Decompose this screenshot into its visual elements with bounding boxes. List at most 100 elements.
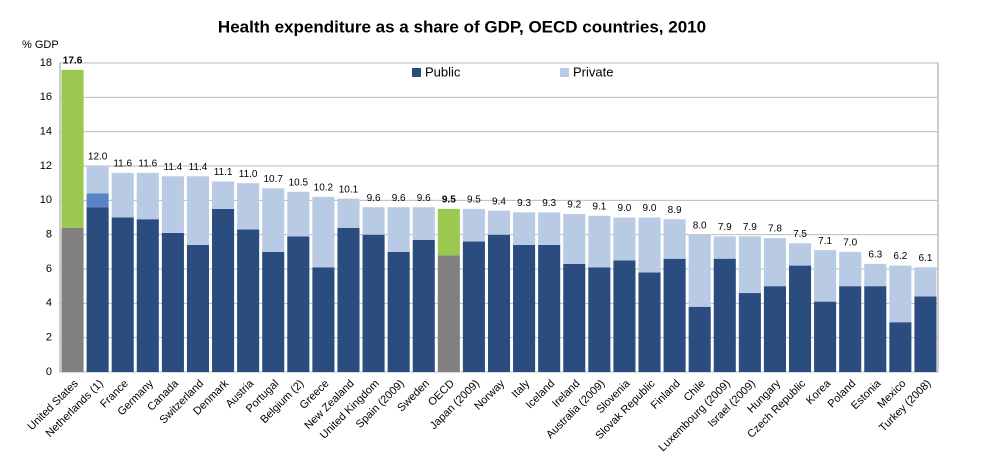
bar-segment [563, 214, 586, 264]
bar-segment [613, 217, 636, 261]
bar-segment [513, 212, 536, 245]
y-tick-label: 2 [46, 332, 52, 344]
y-tick-label: 18 [40, 57, 52, 69]
value-label: 10.2 [314, 183, 334, 194]
bar-segment [412, 239, 435, 372]
legend-label: Private [573, 64, 613, 79]
bar-segment [864, 286, 887, 372]
value-label: 7.9 [743, 222, 757, 233]
bar-segment [889, 265, 912, 323]
bar-segment [111, 172, 134, 218]
value-label: 7.1 [818, 236, 832, 247]
value-label: 9.0 [643, 203, 657, 214]
value-label: 9.4 [492, 196, 506, 207]
value-label: 9.6 [367, 193, 381, 204]
bar-segment [538, 212, 561, 245]
bar-segment [186, 176, 210, 245]
bar-segment [663, 258, 686, 372]
value-label: 11.0 [239, 169, 258, 180]
bar-segment [262, 188, 285, 252]
bar-segment [337, 198, 360, 228]
value-label: 9.3 [542, 198, 556, 209]
bar-segment [186, 244, 210, 372]
y-tick-label: 0 [46, 366, 52, 378]
bar-segment [312, 267, 335, 372]
value-label: 7.9 [718, 222, 732, 233]
bar-segment [212, 208, 235, 372]
bar-segment [111, 217, 134, 372]
value-label: 11.4 [164, 162, 183, 173]
bar-segment [638, 272, 661, 372]
legend-label: Public [425, 64, 461, 79]
bar-segment [161, 232, 184, 372]
bar-segment [487, 234, 511, 372]
value-label: 9.2 [567, 200, 581, 211]
bar-segment [86, 166, 109, 194]
bar-segment [337, 227, 360, 372]
bar-segment [914, 267, 937, 297]
value-label: 7.0 [843, 237, 857, 248]
bar-segment [563, 263, 586, 372]
value-label: 12.0 [88, 152, 108, 163]
bar-segment [788, 243, 812, 266]
bar-segment [688, 306, 711, 372]
y-tick-label: 12 [40, 160, 52, 172]
bar-segment [763, 238, 786, 287]
value-label: 10.7 [263, 174, 283, 185]
value-label: 11.4 [189, 162, 208, 173]
value-label: 9.0 [617, 203, 631, 214]
bar-segment [237, 183, 260, 230]
value-label: 10.1 [339, 184, 359, 195]
bar-segment [312, 196, 335, 268]
bar-segment [889, 322, 912, 372]
value-label: 11.1 [214, 167, 233, 178]
value-label: 9.1 [592, 201, 606, 212]
chart-title: Health expenditure as a share of GDP, OE… [218, 17, 706, 36]
bar-segment [362, 207, 385, 235]
value-label: 9.5 [467, 195, 481, 206]
bar-segment [61, 69, 84, 228]
bar-segment [864, 263, 887, 287]
y-tick-label: 6 [46, 263, 52, 275]
bar-segment [663, 219, 686, 259]
value-label: 9.3 [517, 198, 531, 209]
y-axis-label: % GDP [22, 39, 59, 51]
bar-segment [487, 210, 511, 235]
value-label: 6.1 [919, 253, 933, 264]
bar-segment [588, 215, 611, 268]
y-tick-label: 10 [40, 194, 52, 206]
bar-segment [839, 251, 862, 287]
bar-segment [387, 207, 410, 252]
value-label: 7.8 [768, 224, 782, 235]
value-label: 11.6 [138, 159, 157, 170]
bar-segment [362, 234, 385, 372]
bar-segment [688, 234, 711, 307]
bar-segment [136, 172, 159, 220]
bar-segment [86, 207, 109, 372]
y-tick-label: 16 [40, 91, 52, 103]
y-tick-label: 4 [46, 297, 52, 309]
value-label: 9.5 [442, 195, 456, 206]
value-label: 8.9 [668, 205, 682, 216]
bar-segment [763, 286, 786, 372]
bar-segment [287, 191, 310, 237]
bar-segment [212, 181, 235, 209]
bar-segment [914, 296, 937, 372]
bar-segment [613, 260, 636, 372]
legend-swatch [412, 68, 421, 77]
bar-segment [513, 244, 536, 372]
bar-segment [814, 301, 837, 372]
bar-segment [287, 236, 310, 372]
bar-segment [713, 258, 736, 372]
y-tick-label: 14 [40, 126, 52, 138]
value-label: 6.2 [893, 251, 907, 262]
bar-segment [462, 241, 485, 372]
value-label: 9.6 [392, 193, 406, 204]
bar-segment [713, 236, 736, 259]
value-label: 6.3 [868, 249, 882, 260]
bar-segment [738, 236, 761, 294]
bar-segment [387, 251, 410, 372]
bar-segment [538, 244, 561, 372]
bar-segment [588, 267, 611, 372]
